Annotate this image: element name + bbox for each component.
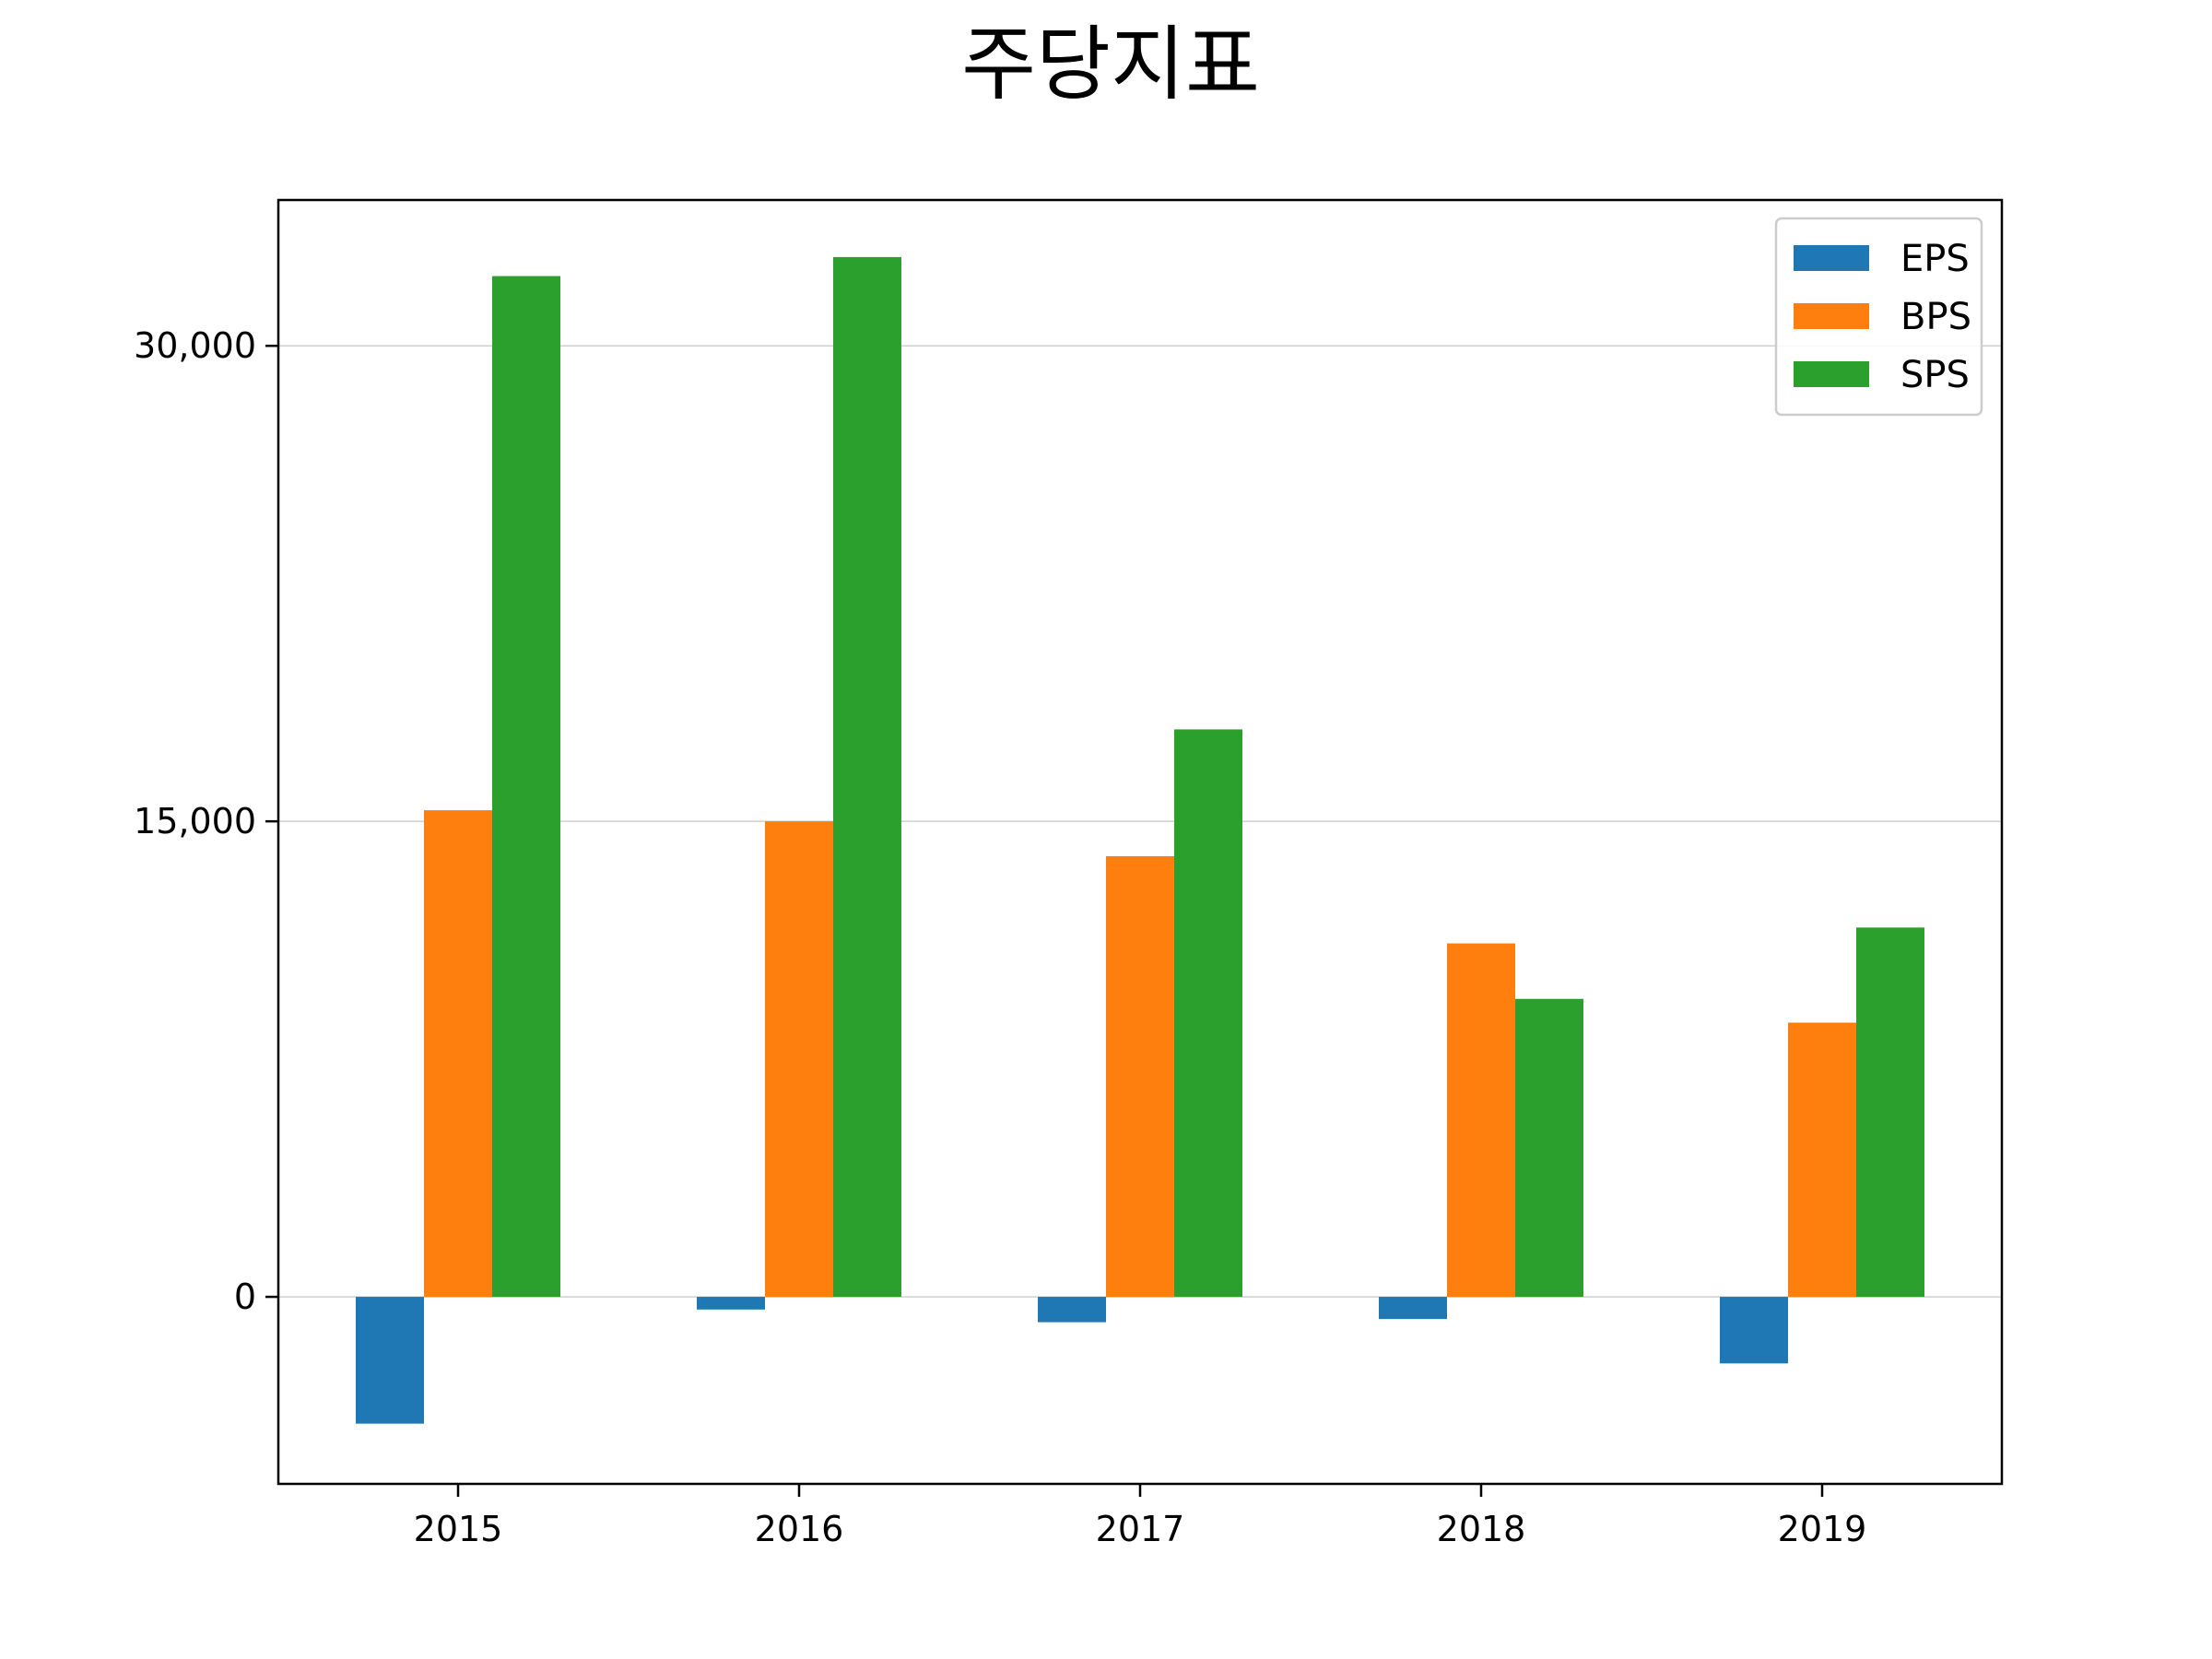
axes: 0 15,000 30,000 2015 2016 2017 2018 2019 bbox=[134, 325, 1866, 1549]
bar-eps-2015 bbox=[356, 1297, 424, 1424]
y-tick-label: 30,000 bbox=[134, 325, 256, 366]
bar-bps-2015 bbox=[424, 810, 492, 1298]
bar-sps-2017 bbox=[1174, 729, 1242, 1298]
x-tick-label: 2016 bbox=[755, 1509, 844, 1549]
bar-eps-2017 bbox=[1038, 1297, 1106, 1323]
bar-sps-2018 bbox=[1515, 998, 1583, 1298]
legend-label-eps: EPS bbox=[1900, 238, 1970, 280]
bar-eps-2018 bbox=[1379, 1297, 1447, 1320]
bars bbox=[356, 256, 1924, 1424]
x-tick-label: 2015 bbox=[414, 1509, 503, 1549]
bar-bps-2016 bbox=[765, 821, 833, 1298]
bar-bps-2018 bbox=[1447, 943, 1515, 1298]
legend: EPS BPS SPS bbox=[1774, 217, 1983, 417]
legend-label-sps: SPS bbox=[1900, 354, 1970, 396]
chart-title: 주당지표 bbox=[961, 17, 1260, 112]
bar-bps-2017 bbox=[1106, 855, 1174, 1298]
legend-swatch-bps bbox=[1794, 303, 1869, 329]
bar-eps-2016 bbox=[697, 1297, 765, 1310]
bar-sps-2015 bbox=[492, 276, 560, 1298]
bar-bps-2019 bbox=[1788, 1022, 1856, 1298]
legend-swatch-eps bbox=[1794, 245, 1869, 271]
bar-eps-2019 bbox=[1720, 1297, 1788, 1364]
x-tick-label: 2017 bbox=[1096, 1509, 1185, 1549]
bar-sps-2019 bbox=[1856, 927, 1924, 1298]
x-tick-label: 2019 bbox=[1778, 1509, 1867, 1549]
legend-label-bps: BPS bbox=[1900, 296, 1971, 338]
y-tick-label: 15,000 bbox=[134, 801, 256, 841]
legend-swatch-sps bbox=[1794, 361, 1869, 387]
bar-sps-2016 bbox=[833, 256, 901, 1298]
y-tick-label: 0 bbox=[234, 1277, 256, 1317]
x-tick-label: 2018 bbox=[1437, 1509, 1526, 1549]
